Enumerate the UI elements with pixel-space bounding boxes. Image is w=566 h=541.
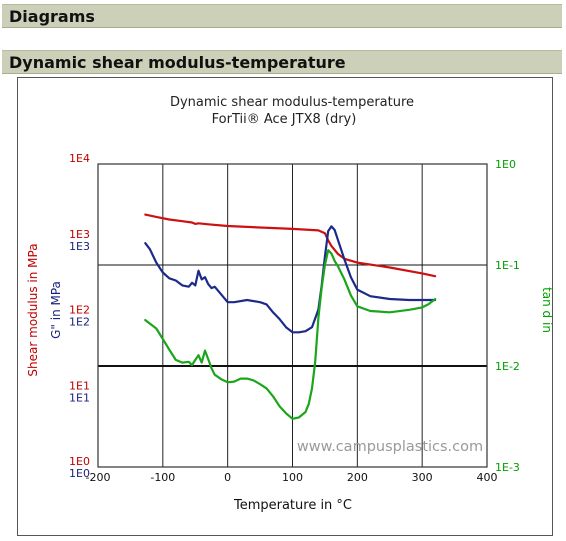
y-tick-label-outer: 1E2 xyxy=(69,304,90,317)
y-axis-label-inner: G" in MPa xyxy=(49,281,63,339)
plot-border xyxy=(97,163,488,468)
section-header-chart: Dynamic shear modulus-temperature xyxy=(2,50,562,74)
x-tick-label: 0 xyxy=(224,471,231,484)
chart-title: Dynamic shear modulus-temperature xyxy=(170,95,414,110)
chart-subtitle: ForTii® Ace JTX8 (dry) xyxy=(212,112,357,127)
y-tick-label-outer: 1E1 xyxy=(69,379,90,392)
x-tick-label: 100 xyxy=(282,471,303,484)
chart: www.campusplastics.com -200 -100 0 100 200 30… xyxy=(26,95,552,513)
y-tick-label-outer: 1E0 xyxy=(69,455,90,468)
y-axis-label-right: tan d in xyxy=(540,287,552,333)
series-line-tan-d xyxy=(144,249,437,420)
section-header-diagrams: Diagrams xyxy=(2,4,562,28)
x-tick-label: 300 xyxy=(412,471,433,484)
chart-frame: www.campusplastics.com -200 -100 0 100 200 30… xyxy=(17,77,553,536)
y-tick-label-inner: 1E3 xyxy=(69,240,90,253)
series-line-g-double-prime xyxy=(144,225,437,334)
series-layer xyxy=(144,213,437,420)
section-title-diagrams: Diagrams xyxy=(9,6,95,26)
grid-layer xyxy=(98,164,487,467)
watermark: www.campusplastics.com xyxy=(297,439,483,455)
series-line-shear-modulus xyxy=(144,213,437,278)
y-tick-label-right: 1E-2 xyxy=(495,360,520,373)
tick-layer: -200 -100 0 100 200 300 4001E01E11E21E31E41E01… xyxy=(69,152,520,484)
y-tick-label-right: 1E0 xyxy=(495,158,516,171)
x-axis-label: Temperature in °C xyxy=(233,498,352,513)
y-axis-label-outer: Shear modulus in MPa xyxy=(26,243,40,376)
y-tick-label-right: 1E-3 xyxy=(495,461,520,474)
section-title-chart: Dynamic shear modulus-temperature xyxy=(9,52,346,72)
y-tick-label-inner: 1E0 xyxy=(69,467,90,480)
y-tick-label-outer: 1E4 xyxy=(69,152,90,165)
y-tick-label-inner: 1E2 xyxy=(69,316,90,329)
x-tick-label: -100 xyxy=(150,471,175,484)
x-tick-label: -200 xyxy=(86,471,111,484)
y-tick-label-inner: 1E1 xyxy=(69,391,90,404)
x-tick-label: 400 xyxy=(477,471,498,484)
x-tick-label: 200 xyxy=(347,471,368,484)
y-tick-label-right: 1E-1 xyxy=(495,259,520,272)
y-tick-label-outer: 1E3 xyxy=(69,228,90,241)
